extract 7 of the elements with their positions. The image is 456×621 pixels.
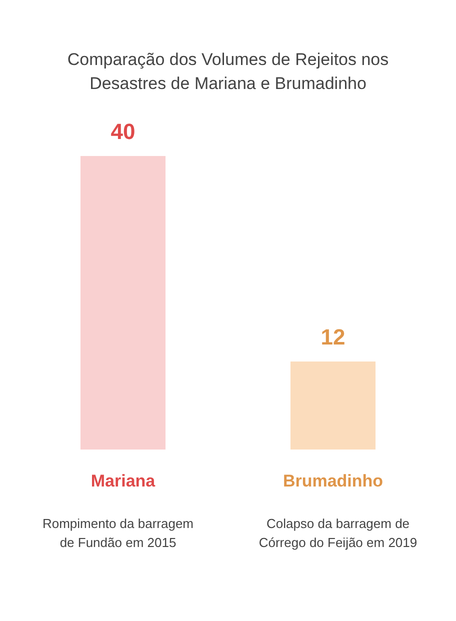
data-label: 40 — [110, 119, 136, 144]
text: Colapso da barragem de Córrego do Feijão em 2019 — [258, 515, 418, 552]
x-tick-label: Brumadinho — [282, 471, 384, 490]
chart-title: Comparação dos Volumes de Rejeitos nos Desastres de Mariana e Brumadinho — [66, 49, 390, 95]
data-label: 12 — [320, 324, 346, 350]
x-tick-label: Mariana — [90, 471, 156, 490]
text: Rompimento da barragem de Fundão em 2015 — [41, 515, 195, 552]
